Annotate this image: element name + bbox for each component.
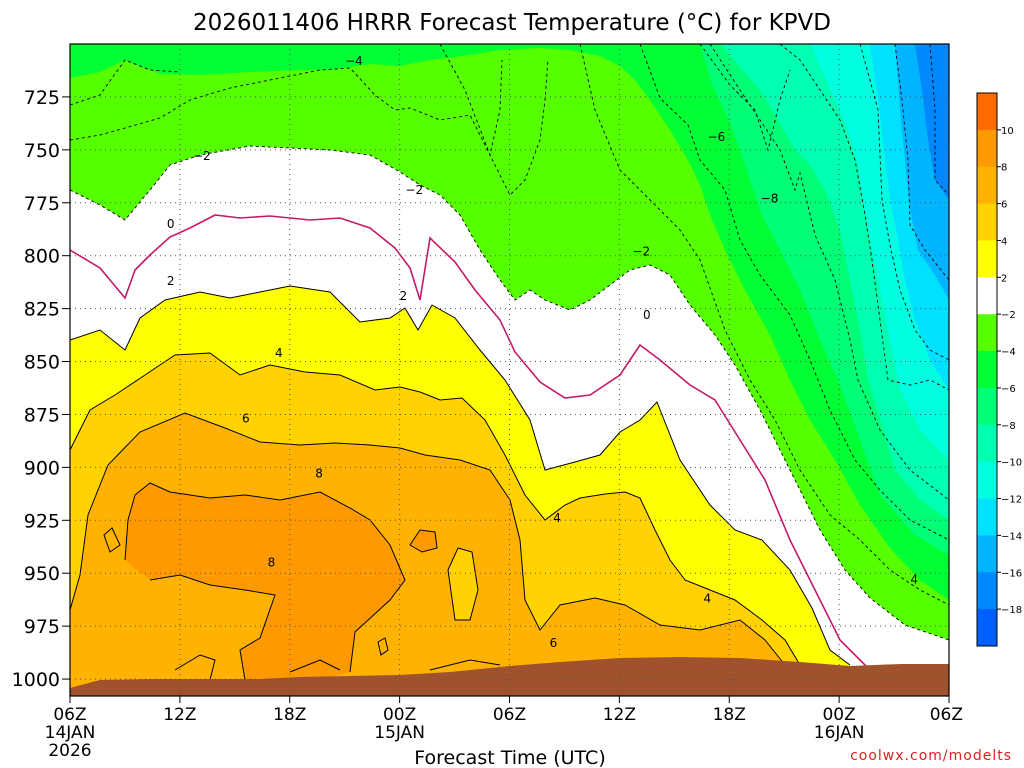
x-tick-label: 12Z [603, 705, 636, 725]
colorbar: 10 8 6 4 2 −2 −4 −6 −8 −10 −12 −14 −16 −18 [976, 92, 1022, 647]
y-axis: 725 750 775 800 825 850 875 900 925 950 975 1000 [12, 87, 70, 691]
y-tick-label: 725 [24, 87, 60, 109]
colorbar-swatch [977, 461, 997, 500]
contour-label: 4 [553, 511, 561, 525]
x-tick-label: 06Z [493, 705, 526, 725]
x-tick-label: 00Z [383, 705, 416, 725]
contour-label: 8 [268, 556, 276, 570]
band-6-to-8 [70, 413, 785, 696]
colorbar-swatch [977, 351, 997, 389]
contour-labels: −4 −2 −2 0 2 2 4 6 8 8 4 6 4 0 −2 −6 −8 4 [167, 54, 918, 650]
x-tick-date: 15JAN [374, 723, 425, 743]
colorbar-label: 4 [1001, 236, 1007, 247]
y-tick-label: 1000 [12, 669, 60, 691]
contour-label: 6 [550, 636, 558, 650]
colorbar-label: −4 [1001, 347, 1016, 358]
band-8-to-10 [125, 483, 405, 683]
colorbar-swatch [977, 93, 997, 131]
contour-label: −2 [193, 149, 211, 163]
colorbar-swatch [977, 314, 997, 352]
colorbar-swatch [977, 572, 997, 610]
colorbar-label: −12 [1001, 495, 1022, 506]
colorbar-swatch [977, 166, 997, 205]
x-tick-year: 2026 [48, 741, 91, 761]
contour-label: −8 [761, 192, 779, 206]
contour-label: −4 [345, 54, 363, 68]
colorbar-swatch [977, 277, 997, 315]
x-axis-label: Forecast Time (UTC) [414, 747, 605, 768]
y-tick-label: 800 [24, 246, 60, 268]
contour-label: 0 [167, 217, 175, 231]
x-tick-label: 12Z [163, 705, 196, 725]
x-tick-date: 14JAN [45, 723, 96, 743]
colorbar-swatch [977, 203, 997, 241]
contour-label: 2 [399, 289, 407, 303]
x-tick-label: 18Z [713, 705, 746, 725]
colorbar-label: −14 [1001, 531, 1022, 542]
contour-label: 0 [643, 308, 651, 322]
colorbar-swatch [977, 424, 997, 463]
colorbar-swatch [977, 129, 997, 168]
band-neg4-to-neg6 [70, 44, 949, 600]
x-tick-date: 16JAN [814, 723, 865, 743]
contour-label: 2 [167, 274, 175, 288]
colorbar-label: −8 [1001, 421, 1016, 432]
y-tick-label: 850 [24, 352, 60, 374]
colorbar-label: −10 [1001, 458, 1022, 469]
y-tick-label: 775 [24, 193, 60, 215]
x-tick-label: 18Z [273, 705, 306, 725]
contour-label: −2 [405, 183, 423, 197]
contour-label: 8 [315, 467, 323, 481]
negative-contours [70, 44, 949, 641]
colorbar-label: −2 [1001, 310, 1016, 321]
positive-contours [70, 285, 851, 681]
x-tick-label: 00Z [822, 705, 855, 725]
colorbar-label: 10 [1001, 126, 1014, 137]
colorbar-swatch [977, 535, 997, 573]
colorbar-label: −6 [1001, 384, 1016, 395]
band-neg16-to-neg18 [915, 44, 949, 200]
plot-area [70, 44, 949, 696]
grid [70, 44, 949, 696]
contour-label: −6 [708, 130, 726, 144]
band-0-to-2 [70, 146, 949, 670]
colorbar-frame [976, 92, 998, 647]
colorbar-label: 8 [1001, 163, 1007, 174]
colorbar-swatch [977, 498, 997, 536]
y-tick-label: 900 [24, 457, 60, 479]
colorbar-swatch [977, 240, 997, 278]
band-6-pocket [448, 548, 478, 620]
contour-label: −2 [632, 244, 650, 258]
colorbar-label: 2 [1001, 273, 1007, 284]
colorbar-label: −16 [1001, 568, 1022, 579]
contour-label: 4 [910, 573, 918, 587]
colorbar-swatch [977, 387, 997, 426]
freezing-line [70, 214, 871, 671]
colorbar-label: 6 [1001, 200, 1007, 211]
y-tick-label: 925 [24, 510, 60, 532]
y-tick-label: 875 [24, 404, 60, 426]
contour-label: 4 [703, 592, 711, 606]
colorbar-label: −18 [1001, 605, 1022, 616]
y-tick-label: 750 [24, 140, 60, 162]
terrain [70, 657, 949, 696]
y-tick-label: 975 [24, 616, 60, 638]
y-tick-label: 950 [24, 563, 60, 585]
x-tick-label: 06Z [53, 705, 86, 725]
contour-label: 4 [275, 346, 283, 360]
contour-label: 6 [242, 412, 250, 426]
credit-text: coolwx.com/modelts [850, 748, 1012, 764]
chart-title: 2026011406 HRRR Forecast Temperature (°C… [193, 10, 831, 36]
colorbar-swatch [977, 609, 997, 647]
y-tick-label: 825 [24, 299, 60, 321]
x-tick-label: 06Z [930, 705, 963, 725]
